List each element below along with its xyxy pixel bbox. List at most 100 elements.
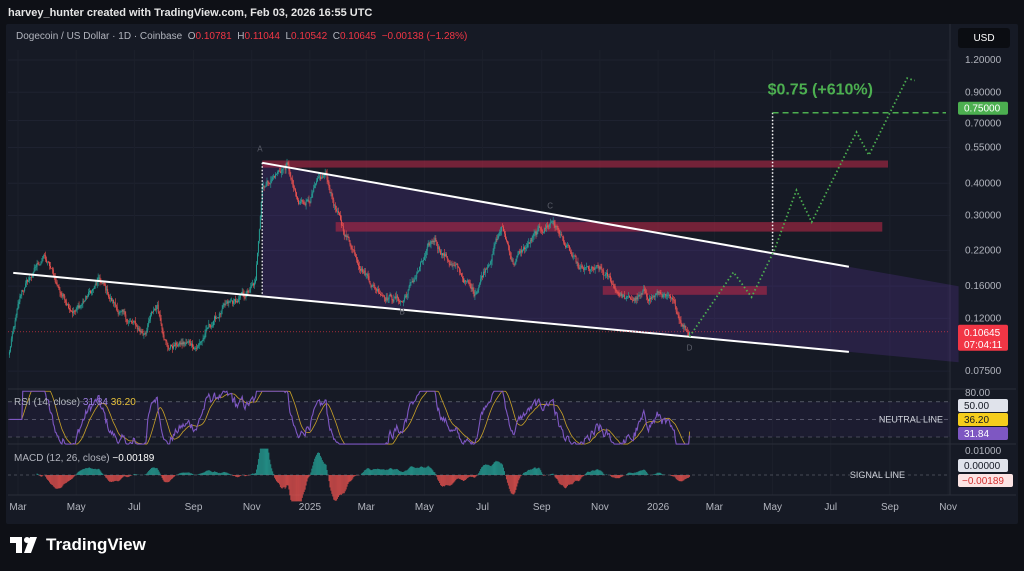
candle (262, 185, 264, 187)
candle (463, 278, 464, 283)
candle (81, 303, 83, 306)
candle (182, 342, 184, 345)
candle (401, 301, 402, 302)
candle (397, 295, 399, 298)
candle (617, 291, 619, 294)
candle (453, 264, 455, 266)
candle (97, 277, 99, 282)
candle (33, 267, 35, 272)
candle (360, 268, 362, 271)
candle (279, 171, 281, 174)
candle (246, 290, 248, 294)
change-value: −0.00138 (−1.28%) (381, 31, 468, 42)
candle (236, 301, 237, 303)
candle (68, 304, 70, 308)
candle (294, 188, 296, 190)
candle (321, 176, 323, 178)
candle (344, 234, 346, 236)
candle (131, 321, 132, 323)
candle (290, 176, 292, 179)
candle (658, 292, 660, 294)
candle (438, 247, 440, 249)
candle (543, 232, 545, 233)
currency-button[interactable]: USD (958, 28, 1010, 48)
candle (434, 238, 436, 243)
candle (126, 319, 128, 322)
candle (655, 294, 657, 295)
candle (378, 289, 380, 293)
candle (373, 284, 375, 286)
candle (618, 293, 620, 296)
low-label: L (285, 31, 292, 42)
close-value: 0.10645 (339, 31, 377, 42)
candle (196, 346, 198, 349)
candle (581, 265, 583, 267)
candle (517, 253, 519, 256)
candle (341, 225, 343, 227)
candle (322, 176, 324, 178)
candle (471, 287, 473, 290)
candle (333, 199, 335, 206)
candle (115, 304, 117, 307)
candle (462, 276, 463, 279)
candle (210, 325, 212, 328)
candle (258, 229, 260, 241)
candle (119, 312, 121, 314)
target-price-tag: 0.75000 (964, 104, 1001, 115)
point-label: C (547, 201, 553, 210)
candle (398, 297, 400, 302)
candle (194, 348, 195, 350)
symbol-name[interactable]: Dogecoin / US Dollar · 1D · Coinbase (16, 31, 183, 42)
candle (141, 331, 143, 333)
chart-frame[interactable] (6, 24, 1018, 524)
candle (450, 264, 452, 266)
candle (335, 205, 337, 210)
candle (448, 260, 450, 264)
candle (527, 242, 529, 244)
candle (183, 342, 185, 345)
candle (339, 214, 341, 220)
candle (263, 185, 265, 188)
candle (639, 294, 641, 296)
candle (540, 227, 542, 230)
candle (671, 297, 673, 300)
tradingview-logo[interactable]: TradingView (10, 535, 146, 555)
candle (225, 303, 227, 305)
candle (248, 292, 250, 293)
candle (367, 274, 369, 277)
candle (277, 170, 279, 173)
candle (76, 307, 78, 310)
candle (477, 289, 479, 293)
candle (481, 275, 483, 279)
candle (446, 256, 448, 260)
candle (539, 226, 541, 228)
candle (439, 247, 441, 251)
candle (101, 283, 103, 284)
candle (587, 266, 588, 267)
candle (666, 295, 668, 297)
candle (522, 250, 524, 253)
candle (79, 306, 81, 308)
candle (295, 189, 297, 193)
candle (307, 199, 309, 201)
candle (267, 180, 269, 182)
candle (84, 300, 86, 302)
candle (198, 343, 200, 346)
candle (533, 233, 535, 237)
candle (148, 321, 150, 325)
candle (608, 276, 609, 277)
candle (45, 255, 47, 260)
rsi-level-badge (958, 399, 1008, 412)
candle (668, 294, 670, 296)
candle (232, 300, 234, 304)
candle (52, 269, 54, 276)
candle (253, 283, 255, 286)
candle (435, 238, 437, 242)
candle (447, 259, 449, 261)
point-label: B (399, 308, 404, 317)
candle (598, 266, 600, 270)
candle (421, 261, 422, 263)
candle (396, 295, 398, 299)
candle (615, 290, 617, 291)
